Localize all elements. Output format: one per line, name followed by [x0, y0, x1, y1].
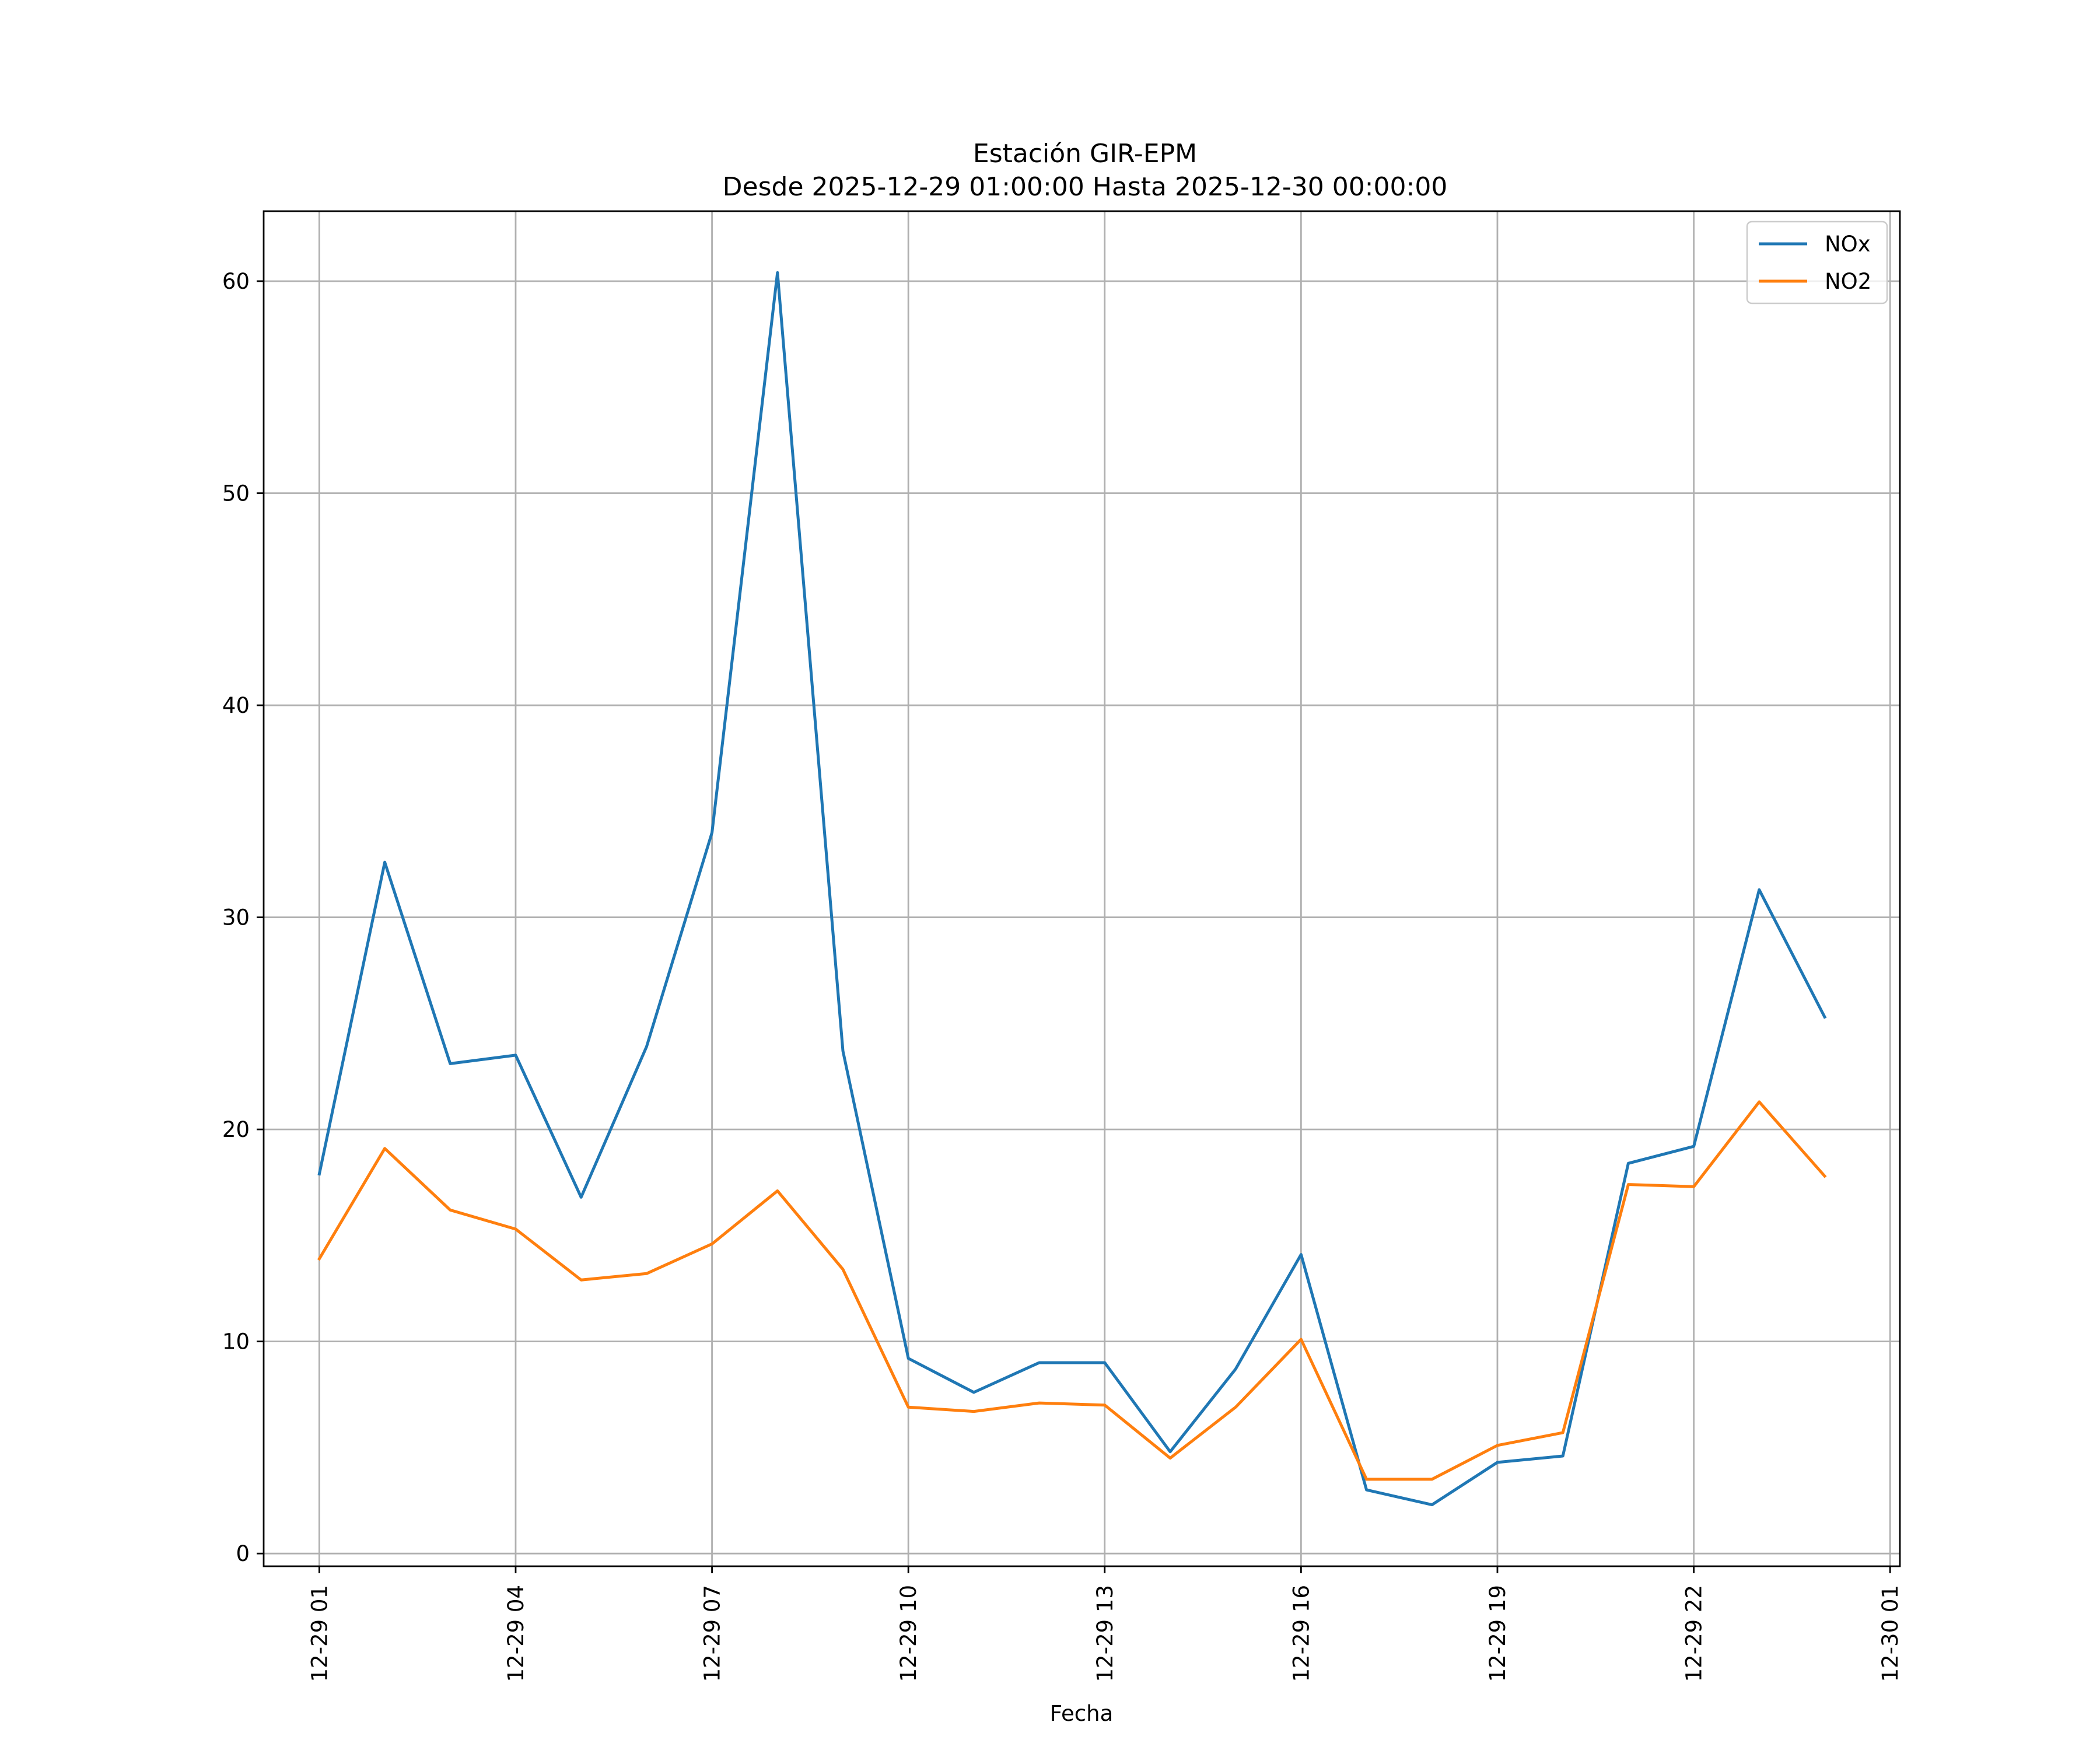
x-axis-label: Fecha: [1050, 1701, 1114, 1726]
y-tick-label: 30: [222, 905, 250, 930]
legend: NOx NO2: [1746, 220, 1888, 304]
x-tick-label: 12-30 01: [1878, 1585, 1903, 1682]
series-layer: [317, 271, 1827, 1507]
x-tick-label: 12-29 22: [1682, 1585, 1707, 1682]
x-tick-label: 12-29 07: [700, 1585, 725, 1682]
x-tick-label: 12-29 13: [1093, 1585, 1118, 1682]
y-tick-label: 0: [236, 1541, 250, 1566]
grid-layer: [264, 211, 1900, 1566]
x-tick-label: 12-29 10: [896, 1585, 921, 1682]
y-tick-label: 20: [222, 1117, 250, 1142]
x-tick-label: 12-29 19: [1485, 1585, 1510, 1682]
plot-frame: [262, 210, 1901, 1567]
legend-box: [1746, 220, 1888, 304]
y-tick-label: 50: [222, 481, 250, 506]
y-tick-label: 10: [222, 1329, 250, 1354]
legend-label-no2: NO2: [1825, 269, 1871, 294]
y-tick-label: 60: [222, 269, 250, 294]
x-tick-label: 12-29 01: [307, 1585, 332, 1682]
x-tick-label: 12-29 16: [1289, 1585, 1314, 1682]
tick-layer: 0 10 20 30 40 50 60 12-29 01 12-29 04 12-29 07 12-…: [222, 269, 1903, 1682]
x-tick-label: 12-29 04: [503, 1585, 528, 1682]
series-line-nox: [317, 271, 1827, 1507]
y-tick-label: 40: [222, 693, 250, 718]
series-line-no2: [317, 1100, 1827, 1481]
legend-label-nox: NOx: [1825, 232, 1871, 257]
chart-subtitle: Desde 2025-12-29 01:00:00 Hasta 2025-12-…: [723, 172, 1448, 202]
chart-title: Estación GIR-EPM: [973, 139, 1197, 169]
